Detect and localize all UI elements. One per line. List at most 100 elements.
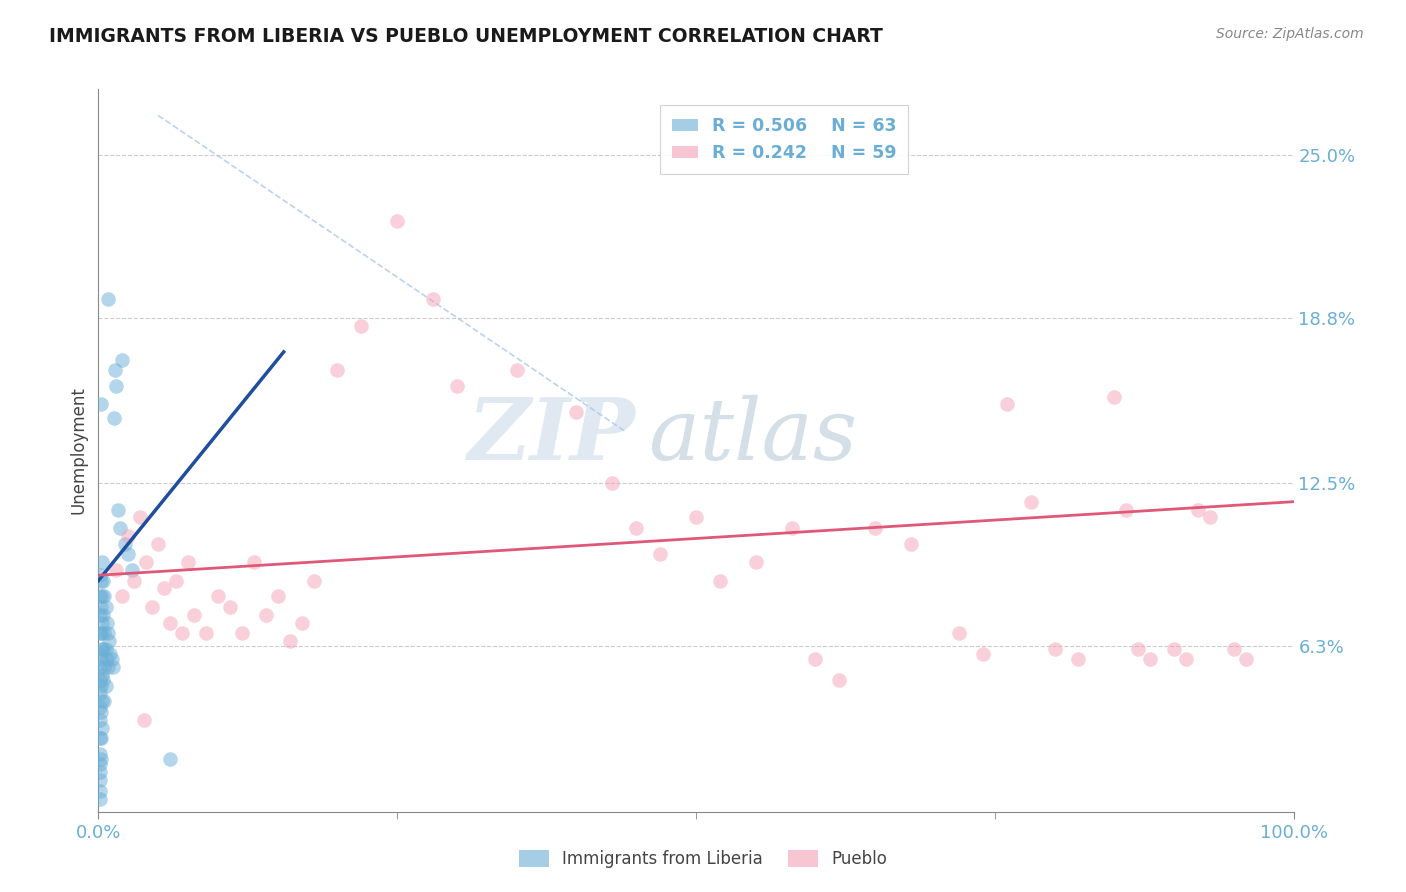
Point (141, 599, 163, 614)
Point (89, 568, 111, 582)
Y-axis label: Unemployment: Unemployment (69, 386, 87, 515)
Point (1128, 641, 1150, 656)
Point (93, 626, 115, 640)
Point (780, 521, 803, 535)
Point (108, 521, 131, 535)
Point (91, 668, 114, 682)
Point (1187, 502, 1209, 516)
Point (90, 397, 112, 411)
Point (148, 537, 170, 551)
Point (91, 641, 114, 656)
Point (104, 363, 127, 377)
Point (1067, 652, 1090, 666)
Point (91, 694, 114, 708)
Point (153, 582, 176, 596)
Point (111, 352, 134, 367)
Point (254, 607, 277, 622)
Point (195, 626, 218, 640)
Point (124, 574, 146, 588)
Point (89, 589, 111, 603)
Point (90, 752, 112, 766)
Point (350, 318, 373, 333)
Point (900, 537, 922, 551)
Point (129, 510, 152, 524)
Point (89, 713, 111, 727)
Point (177, 555, 200, 569)
Point (207, 589, 229, 603)
Point (91, 673, 114, 688)
Point (89, 699, 111, 714)
Point (89, 626, 111, 640)
Point (89, 647, 111, 661)
Point (117, 529, 139, 543)
Point (97, 660, 120, 674)
Point (159, 752, 181, 766)
Point (183, 607, 205, 622)
Point (91, 607, 114, 622)
Text: ZIP: ZIP (468, 394, 637, 478)
Point (89, 757, 111, 772)
Text: Source: ZipAtlas.com: Source: ZipAtlas.com (1216, 27, 1364, 41)
Point (422, 293, 444, 307)
Point (90, 574, 112, 588)
Point (96, 652, 118, 666)
Point (159, 615, 181, 630)
Point (1163, 641, 1185, 656)
Point (948, 626, 970, 640)
Point (90, 599, 112, 614)
Point (626, 521, 648, 535)
Text: IMMIGRANTS FROM LIBERIA VS PUEBLO UNEMPLOYMENT CORRELATION CHART: IMMIGRANTS FROM LIBERIA VS PUEBLO UNEMPL… (49, 27, 883, 45)
Point (1175, 652, 1198, 666)
Point (91, 589, 114, 603)
Point (89, 747, 111, 761)
Point (1043, 641, 1066, 656)
Point (105, 379, 128, 393)
Point (165, 574, 187, 588)
Point (117, 547, 139, 561)
Point (89, 791, 111, 805)
Point (267, 589, 290, 603)
Point (93, 660, 115, 674)
Point (90, 652, 112, 666)
Point (89, 783, 111, 797)
Point (94, 679, 117, 693)
Point (91, 641, 114, 656)
Point (89, 731, 111, 746)
Point (709, 574, 731, 588)
Point (90, 731, 112, 746)
Point (93, 589, 115, 603)
Point (1115, 502, 1137, 516)
Point (219, 599, 242, 614)
Point (135, 555, 157, 569)
Point (91, 574, 114, 588)
Point (243, 555, 266, 569)
Point (94, 599, 117, 614)
Point (91, 721, 114, 735)
Point (121, 563, 143, 577)
Point (94, 641, 117, 656)
Point (98, 647, 122, 661)
Point (91, 555, 114, 569)
Point (89, 660, 111, 674)
Point (1234, 652, 1257, 666)
Point (278, 634, 301, 648)
Legend: Immigrants from Liberia, Pueblo: Immigrants from Liberia, Pueblo (512, 843, 894, 875)
Point (91, 615, 114, 630)
Point (101, 660, 124, 674)
Point (89, 607, 111, 622)
Point (89, 673, 111, 688)
Point (114, 537, 136, 551)
Point (89, 686, 111, 700)
Text: atlas: atlas (648, 394, 858, 477)
Point (995, 397, 1018, 411)
Point (804, 652, 827, 666)
Point (828, 673, 851, 688)
Point (231, 626, 253, 640)
Point (865, 521, 887, 535)
Point (1199, 510, 1222, 524)
Point (90, 679, 112, 693)
Point (1139, 652, 1161, 666)
Point (172, 626, 194, 640)
Point (291, 615, 314, 630)
Point (97, 293, 120, 307)
